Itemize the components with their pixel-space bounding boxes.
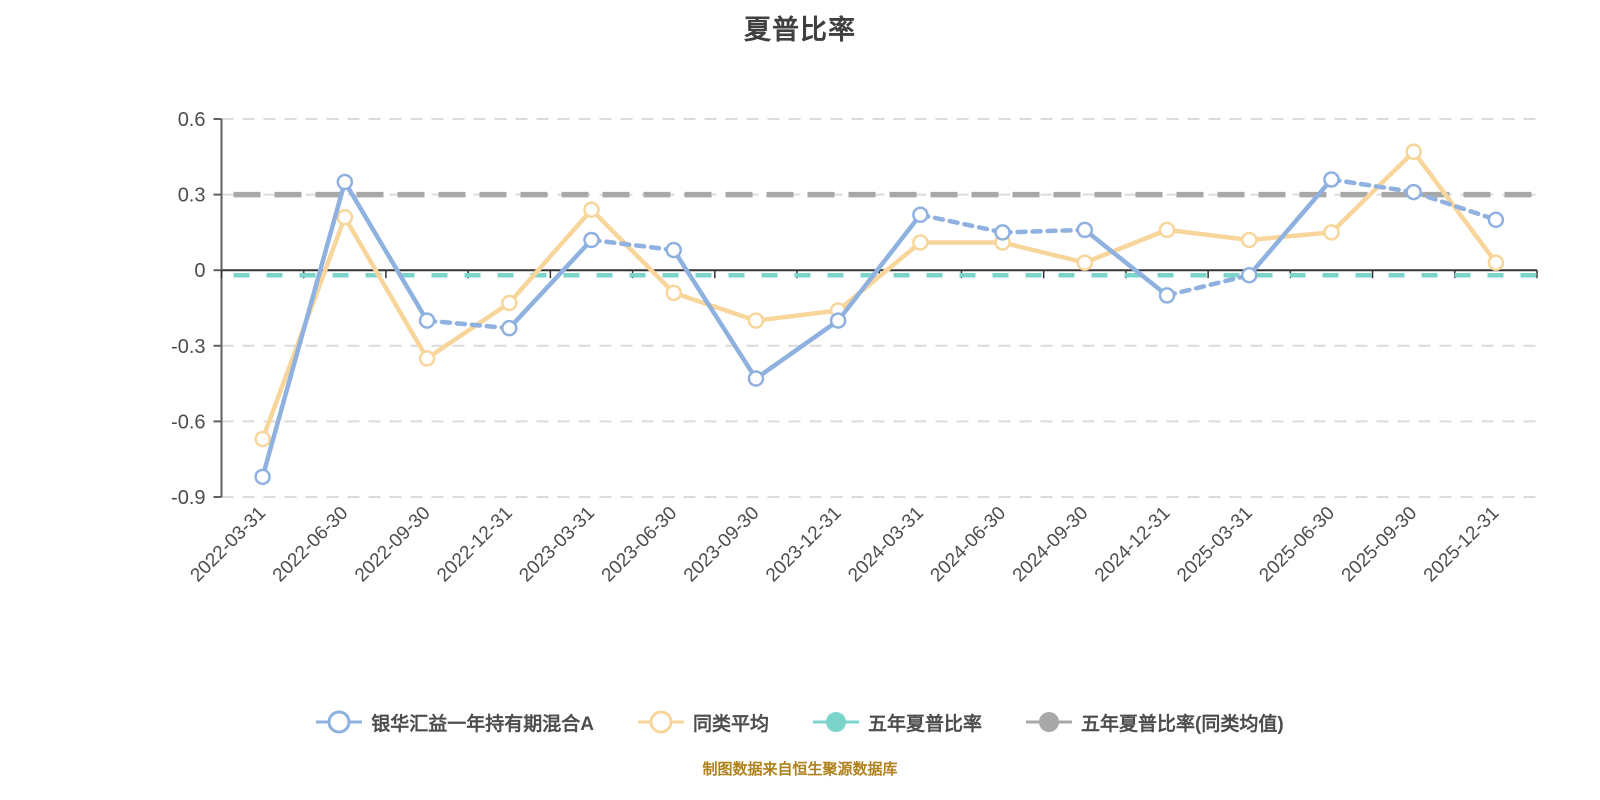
x-axis-label: 2024-12-31 xyxy=(1091,503,1175,587)
legend-item[interactable]: 五年夏普比率(同类均值) xyxy=(1026,709,1284,736)
legend-label: 银华汇益一年持有期混合A xyxy=(371,713,595,735)
data-point-marker xyxy=(1076,254,1094,271)
data-point-marker xyxy=(747,312,765,329)
x-axis-label: 2025-12-31 xyxy=(1420,503,1504,587)
x-axis-label: 2022-03-31 xyxy=(187,503,271,587)
data-point-marker xyxy=(336,173,354,191)
legend-label: 五年夏普比率(同类均值) xyxy=(1081,713,1284,735)
legend-item[interactable]: 五年夏普比率 xyxy=(813,709,982,736)
x-axis-label: 2022-09-30 xyxy=(351,503,435,587)
data-point-marker xyxy=(665,284,682,302)
data-point-marker xyxy=(1487,254,1505,271)
legend-marker-icon xyxy=(1026,712,1073,732)
data-point-marker xyxy=(501,294,518,312)
legend-marker-icon xyxy=(813,712,860,732)
series-line xyxy=(254,171,1505,486)
x-axis-label: 2023-12-31 xyxy=(762,503,846,587)
y-axis-label: 0.3 xyxy=(178,185,206,207)
data-point-marker xyxy=(1240,231,1258,249)
chart-legend: 银华汇益一年持有期混合A 同类平均 五年夏普比率 五年夏普比率(同类均值) xyxy=(0,700,1600,744)
y-axis-label: 0.6 xyxy=(178,109,206,131)
data-point-marker xyxy=(747,370,765,387)
x-axis-label: 2022-12-31 xyxy=(433,503,517,587)
data-point-marker xyxy=(418,312,436,329)
data-point-marker xyxy=(583,231,600,249)
data-point-marker xyxy=(1405,183,1422,201)
data-point-marker xyxy=(583,201,600,218)
y-axis-label: -0.9 xyxy=(171,487,205,509)
legend-item[interactable]: 同类平均 xyxy=(638,709,769,736)
data-point-marker xyxy=(1323,224,1340,241)
y-axis-label: -0.6 xyxy=(171,411,205,433)
data-point-marker xyxy=(994,224,1011,241)
x-axis-label: 2023-06-30 xyxy=(598,503,682,587)
x-axis-label: 2023-09-30 xyxy=(680,503,764,587)
x-axis-label: 2024-03-31 xyxy=(844,503,928,587)
data-point-marker xyxy=(912,234,929,251)
x-axis: 2022-03-312022-06-302022-09-302022-12-31… xyxy=(187,270,1538,587)
data-point-marker xyxy=(829,312,847,329)
data-point-marker xyxy=(665,241,682,259)
y-axis-label: -0.3 xyxy=(171,336,205,358)
data-point-marker xyxy=(1487,211,1505,229)
data-point-marker xyxy=(1076,221,1094,239)
data-point-marker xyxy=(912,206,929,224)
data-point-marker xyxy=(336,209,354,226)
legend-label: 同类平均 xyxy=(693,713,770,735)
x-axis-label: 2025-09-30 xyxy=(1338,503,1422,587)
data-point-marker xyxy=(1405,143,1422,161)
legend-marker-icon xyxy=(638,710,685,734)
x-axis-label: 2024-06-30 xyxy=(927,503,1011,587)
x-axis-label: 2025-06-30 xyxy=(1255,503,1339,587)
data-point-marker xyxy=(501,319,518,337)
x-axis-label: 2023-03-31 xyxy=(515,503,599,587)
chart-title: 夏普比率 xyxy=(744,15,856,45)
legend-item[interactable]: 银华汇益一年持有期混合A xyxy=(316,709,594,736)
source-note: 制图数据来自恒生聚源数据库 xyxy=(702,761,898,778)
data-point-marker xyxy=(254,468,271,486)
x-axis-label: 2022-06-30 xyxy=(269,503,353,587)
data-point-marker xyxy=(1240,266,1258,284)
legend-marker-icon xyxy=(316,710,363,734)
y-axis-label: 0 xyxy=(194,260,205,282)
data-point-marker xyxy=(1158,221,1176,239)
x-axis-label: 2025-03-31 xyxy=(1173,503,1257,587)
data-point-marker xyxy=(254,430,271,448)
series-line xyxy=(254,143,1505,448)
data-point-marker xyxy=(1323,171,1340,188)
y-axis: 0.6 0.3 0 -0.3 -0.6 -0.9 xyxy=(171,109,223,509)
x-axis-label: 2024-09-30 xyxy=(1009,503,1093,587)
legend-label: 五年夏普比率 xyxy=(868,713,983,735)
data-point-marker xyxy=(1158,287,1176,304)
data-point-marker xyxy=(418,350,436,367)
